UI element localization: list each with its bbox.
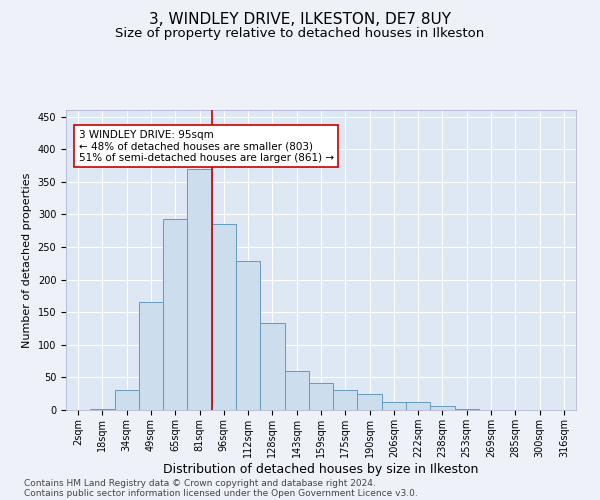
Bar: [236, 262, 260, 410]
Bar: [333, 390, 358, 410]
Bar: [187, 168, 212, 410]
Y-axis label: Number of detached properties: Number of detached properties: [22, 172, 32, 348]
Bar: [430, 406, 455, 410]
Text: 3 WINDLEY DRIVE: 95sqm
← 48% of detached houses are smaller (803)
51% of semi-de: 3 WINDLEY DRIVE: 95sqm ← 48% of detached…: [79, 130, 334, 163]
Bar: [260, 324, 284, 410]
Bar: [212, 224, 236, 410]
Bar: [382, 402, 406, 410]
Bar: [139, 302, 163, 410]
Bar: [115, 390, 139, 410]
Text: 3, WINDLEY DRIVE, ILKESTON, DE7 8UY: 3, WINDLEY DRIVE, ILKESTON, DE7 8UY: [149, 12, 451, 28]
Bar: [406, 402, 430, 410]
Bar: [284, 371, 309, 410]
X-axis label: Distribution of detached houses by size in Ilkeston: Distribution of detached houses by size …: [163, 462, 479, 475]
Bar: [358, 394, 382, 410]
Text: Size of property relative to detached houses in Ilkeston: Size of property relative to detached ho…: [115, 28, 485, 40]
Bar: [309, 382, 333, 410]
Bar: [163, 219, 187, 410]
Text: Contains public sector information licensed under the Open Government Licence v3: Contains public sector information licen…: [24, 488, 418, 498]
Text: Contains HM Land Registry data © Crown copyright and database right 2024.: Contains HM Land Registry data © Crown c…: [24, 478, 376, 488]
Bar: [455, 408, 479, 410]
